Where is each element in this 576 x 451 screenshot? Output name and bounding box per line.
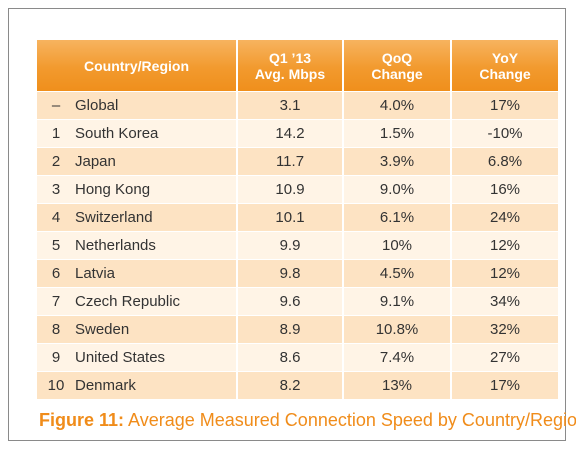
- figure-caption: Figure 11: Average Measured Connection S…: [39, 410, 576, 431]
- country-cell: 5 Netherlands: [37, 231, 238, 260]
- table-row: 3 Hong Kong 10.9 9.0% 16%: [37, 175, 558, 204]
- qoq-change-cell: 4.5%: [343, 259, 452, 288]
- country-cell: 3 Hong Kong: [37, 175, 238, 204]
- table-row: – Global 3.1 4.0% 17%: [37, 91, 558, 120]
- qoq-change-cell: 1.5%: [343, 119, 452, 148]
- rank-label: 10: [47, 377, 65, 394]
- country-name: United States: [75, 349, 166, 366]
- yoy-change-cell: 16%: [451, 175, 558, 204]
- country-name: Switzerland: [75, 209, 153, 226]
- table-row: 9 United States 8.6 7.4% 27%: [37, 343, 558, 372]
- rank-label: 6: [51, 265, 61, 282]
- rank-label: 3: [51, 181, 61, 198]
- table-row: 5 Netherlands 9.9 10% 12%: [37, 231, 558, 260]
- country-cell: – Global: [37, 91, 238, 120]
- qoq-change-cell: 10%: [343, 231, 452, 260]
- table-row: 1 South Korea 14.2 1.5% -10%: [37, 119, 558, 148]
- country-cell: 9 United States: [37, 343, 238, 372]
- table-row: 8 Sweden 8.9 10.8% 32%: [37, 315, 558, 344]
- avg-mbps-cell: 3.1: [237, 91, 344, 120]
- country-name: Japan: [75, 153, 116, 170]
- yoy-change-cell: 6.8%: [451, 147, 558, 176]
- yoy-change-cell: 12%: [451, 259, 558, 288]
- yoy-change-cell: 24%: [451, 203, 558, 232]
- qoq-change-cell: 6.1%: [343, 203, 452, 232]
- avg-mbps-cell: 8.6: [237, 343, 344, 372]
- rank-label: 2: [51, 153, 61, 170]
- avg-mbps-cell: 10.1: [237, 203, 344, 232]
- table-body: – Global 3.1 4.0% 17% 1 South Korea 14.2 1.5% -10…: [37, 91, 558, 399]
- country-name: South Korea: [75, 125, 159, 142]
- qoq-change-cell: 13%: [343, 371, 452, 399]
- qoq-change-cell: 9.1%: [343, 287, 452, 316]
- figure-caption-text: Average Measured Connection Speed by Cou…: [128, 410, 576, 430]
- table-row: 2 Japan 11.7 3.9% 6.8%: [37, 147, 558, 176]
- country-name: Sweden: [75, 321, 130, 338]
- header-avg-mbps: Q1 ’13 Avg. Mbps: [237, 40, 344, 92]
- rank-label: 5: [51, 237, 61, 254]
- country-cell: 2 Japan: [37, 147, 238, 176]
- country-cell: 4 Switzerland: [37, 203, 238, 232]
- qoq-change-cell: 3.9%: [343, 147, 452, 176]
- header-qoq-change: QoQ Change: [343, 40, 452, 92]
- country-name: Czech Republic: [75, 293, 181, 310]
- rank-label: 9: [51, 349, 61, 366]
- table-header-row: Country/Region Q1 ’13 Avg. Mbps QoQ Chan…: [37, 40, 558, 92]
- country-name: Netherlands: [75, 237, 156, 254]
- rank-label: 8: [51, 321, 61, 338]
- country-cell: 10 Denmark: [37, 371, 238, 399]
- qoq-change-cell: 10.8%: [343, 315, 452, 344]
- table-row: 10 Denmark 8.2 13% 17%: [37, 371, 558, 399]
- table-row: 4 Switzerland 10.1 6.1% 24%: [37, 203, 558, 232]
- avg-mbps-cell: 9.8: [237, 259, 344, 288]
- figure-frame: Country/Region Q1 ’13 Avg. Mbps QoQ Chan…: [8, 8, 576, 441]
- yoy-change-cell: 17%: [451, 91, 558, 120]
- speed-table: Country/Region Q1 ’13 Avg. Mbps QoQ Chan…: [37, 40, 558, 399]
- qoq-change-cell: 4.0%: [343, 91, 452, 120]
- header-country: Country/Region: [37, 40, 238, 92]
- country-name: Denmark: [75, 377, 136, 394]
- qoq-change-cell: 7.4%: [343, 343, 452, 372]
- yoy-change-cell: 12%: [451, 231, 558, 260]
- header-yoy-change: YoY Change: [451, 40, 558, 92]
- rank-label: 1: [51, 125, 61, 142]
- avg-mbps-cell: 9.9: [237, 231, 344, 260]
- yoy-change-cell: -10%: [451, 119, 558, 148]
- rank-label: 4: [51, 209, 61, 226]
- avg-mbps-cell: 8.9: [237, 315, 344, 344]
- figure-label: Figure 11:: [39, 410, 125, 430]
- rank-label: 7: [51, 293, 61, 310]
- yoy-change-cell: 34%: [451, 287, 558, 316]
- yoy-change-cell: 27%: [451, 343, 558, 372]
- country-cell: 1 South Korea: [37, 119, 238, 148]
- country-cell: 7 Czech Republic: [37, 287, 238, 316]
- avg-mbps-cell: 9.6: [237, 287, 344, 316]
- country-name: Hong Kong: [75, 181, 151, 198]
- table-row: 7 Czech Republic 9.6 9.1% 34%: [37, 287, 558, 316]
- country-cell: 8 Sweden: [37, 315, 238, 344]
- avg-mbps-cell: 10.9: [237, 175, 344, 204]
- avg-mbps-cell: 8.2: [237, 371, 344, 399]
- country-name: Latvia: [75, 265, 116, 282]
- rank-label: –: [51, 97, 61, 114]
- avg-mbps-cell: 14.2: [237, 119, 344, 148]
- yoy-change-cell: 32%: [451, 315, 558, 344]
- yoy-change-cell: 17%: [451, 371, 558, 399]
- qoq-change-cell: 9.0%: [343, 175, 452, 204]
- country-cell: 6 Latvia: [37, 259, 238, 288]
- country-name: Global: [75, 97, 119, 114]
- table-row: 6 Latvia 9.8 4.5% 12%: [37, 259, 558, 288]
- avg-mbps-cell: 11.7: [237, 147, 344, 176]
